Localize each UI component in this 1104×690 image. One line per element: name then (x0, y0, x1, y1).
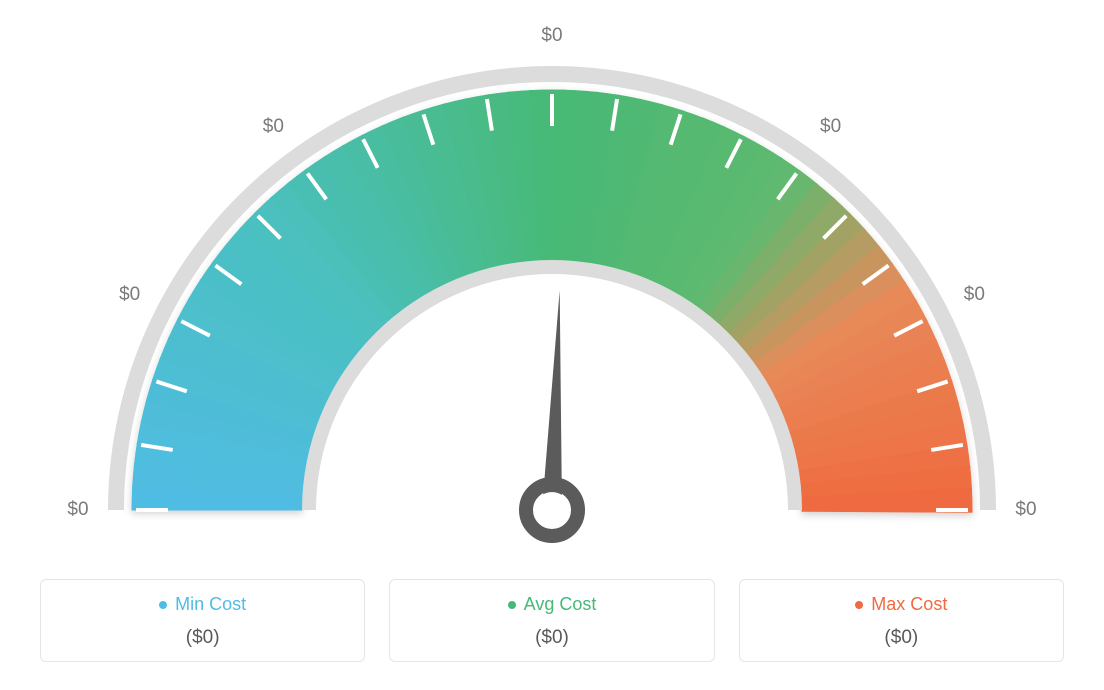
legend-row: Min Cost ($0) Avg Cost ($0) Max Cost ($0) (0, 579, 1104, 662)
legend-value: ($0) (750, 627, 1053, 649)
gauge-tick-label: $0 (67, 499, 88, 521)
legend-box: Avg Cost ($0) (389, 579, 714, 662)
legend-label-row: Min Cost (51, 594, 354, 615)
gauge-tick-label: $0 (820, 116, 841, 138)
legend-value: ($0) (400, 627, 703, 649)
gauge-tick-label: $0 (119, 284, 140, 306)
legend-dot (508, 601, 516, 609)
gauge-svg (0, 45, 1104, 605)
legend-box: Max Cost ($0) (739, 579, 1064, 662)
gauge-area (0, 0, 1104, 560)
legend-label: Max Cost (871, 594, 947, 615)
gauge-tick-label: $0 (964, 284, 985, 306)
legend-dot (855, 601, 863, 609)
legend-label-row: Avg Cost (400, 594, 703, 615)
legend-label-row: Max Cost (750, 594, 1053, 615)
legend-label: Avg Cost (524, 594, 597, 615)
gauge-tick-label: $0 (1015, 499, 1036, 521)
gauge-tick-label: $0 (541, 25, 562, 47)
cost-gauge-chart: Min Cost ($0) Avg Cost ($0) Max Cost ($0) $0 $… (0, 0, 1104, 690)
gauge-tick-label: $0 (263, 116, 284, 138)
legend-dot (159, 601, 167, 609)
legend-box: Min Cost ($0) (40, 579, 365, 662)
legend-label: Min Cost (175, 594, 246, 615)
legend-value: ($0) (51, 627, 354, 649)
